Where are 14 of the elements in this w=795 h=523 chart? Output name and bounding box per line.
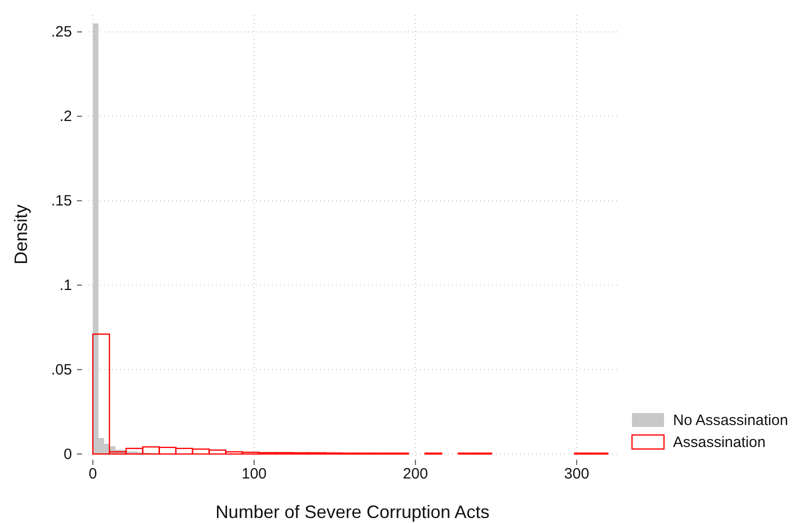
legend-label: Assassination [673, 434, 766, 451]
x-tick-label: 100 [242, 466, 267, 483]
y-tick-label: .25 [51, 24, 72, 41]
x-tick-label: 0 [88, 466, 98, 483]
legend-label: No Assassination [673, 412, 788, 429]
y-tick-label: .05 [51, 361, 72, 378]
x-tick-label: 300 [564, 466, 590, 483]
y-tick-label: 0 [64, 446, 72, 463]
x-axis-title: Number of Severe Corruption Acts [215, 502, 490, 522]
x-tick-label: 200 [402, 466, 428, 483]
y-tick-label: .2 [59, 108, 72, 126]
y-tick-label: .1 [59, 276, 72, 294]
y-axis-title: Density [11, 204, 31, 265]
y-tick-label: .15 [51, 192, 72, 210]
